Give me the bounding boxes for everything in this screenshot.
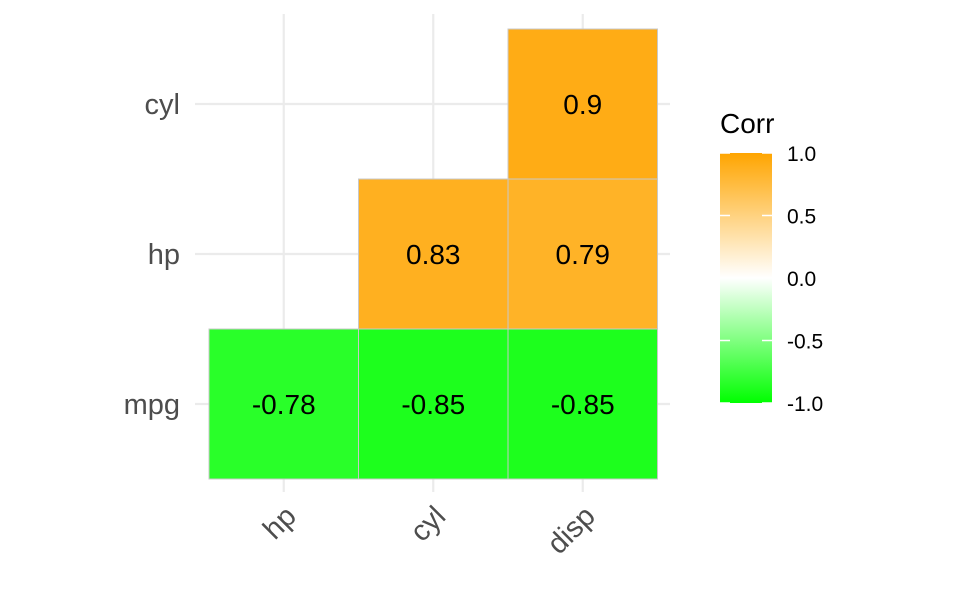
- heatmap-cell-cyl-mpg: [358, 328, 509, 480]
- heatmap-cell-cyl-hp: [358, 178, 509, 330]
- heatmap-cell-hp-mpg: [208, 328, 359, 480]
- y-tick-label-hp: hp: [148, 239, 180, 271]
- heatmap-cell-disp-cyl: [507, 28, 658, 180]
- x-tick-label-cyl: cyl: [405, 500, 453, 548]
- cell-label-cyl-hp: 0.83: [406, 239, 461, 270]
- legend-tick-label-0: 1.0: [787, 143, 816, 166]
- y-tick-label-mpg: mpg: [124, 389, 180, 421]
- legend-tick-label-4: -1.0: [787, 393, 823, 416]
- x-tick-label-hp: hp: [257, 500, 302, 545]
- cell-label-hp-mpg: -0.78: [252, 389, 316, 420]
- heatmap-cells: [208, 28, 658, 480]
- cell-label-disp-cyl: 0.9: [563, 89, 602, 120]
- heatmap-cell-disp-hp: [507, 178, 658, 330]
- legend-tick-label-2: 0.0: [787, 268, 816, 291]
- cell-labels: -0.78 -0.85 -0.85 0.83 0.79 0.9: [252, 89, 615, 420]
- cell-label-cyl-mpg: -0.85: [401, 389, 465, 420]
- legend-tick-label-3: -0.5: [787, 331, 823, 354]
- cell-label-disp-mpg: -0.85: [551, 389, 615, 420]
- x-tick-label-disp: disp: [541, 500, 601, 560]
- legend: Corr 1.0 0.5 0.0 -0.5 -1.0: [720, 108, 823, 416]
- legend-tick-label-1: 0.5: [787, 206, 816, 229]
- cell-label-disp-hp: 0.79: [556, 239, 611, 270]
- y-tick-label-cyl: cyl: [145, 89, 180, 121]
- legend-title: Corr: [720, 108, 774, 139]
